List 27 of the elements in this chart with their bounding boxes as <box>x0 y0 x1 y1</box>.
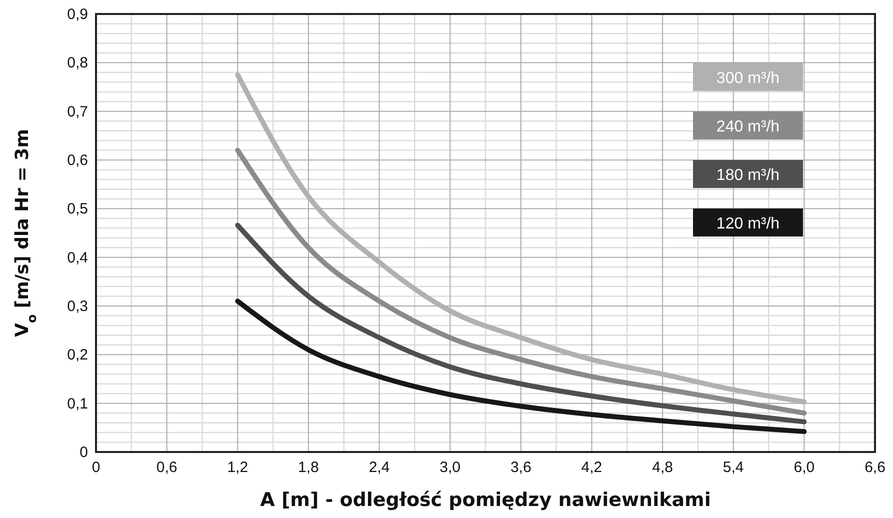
y-tick-label: 0,2 <box>67 346 88 364</box>
text: 300 m³/h <box>716 70 780 87</box>
x-axis-title: A [m] - odległość pomiędzy nawiewnikami <box>260 489 711 511</box>
y-tick-label: 0,3 <box>67 298 88 315</box>
y-tick-label: 0,8 <box>67 54 88 72</box>
x-tick-label: 4,8 <box>652 459 673 476</box>
x-tick-label: 2,4 <box>368 459 390 476</box>
text: 180 m³/h <box>716 167 780 184</box>
text: 240 m³/h <box>716 118 780 136</box>
text: 120 m³/h <box>716 216 780 232</box>
x-tick-label: 4,2 <box>581 459 602 476</box>
x-tick-label: 0,6 <box>156 459 178 476</box>
y-tick-label: 0,5 <box>67 200 88 218</box>
y-tick-label: 0 <box>80 444 88 461</box>
x-tick-label: 0 <box>92 459 100 476</box>
x-tick-label: 3,0 <box>440 459 461 476</box>
y-tick-label: 0,1 <box>67 395 88 412</box>
x-tick-label: 1,8 <box>298 459 319 476</box>
x-tick-label: 6,0 <box>794 459 815 476</box>
x-tick-label: 3,6 <box>510 459 532 476</box>
x-tick-label: 6,6 <box>864 459 886 476</box>
y-tick-label: 0,6 <box>67 152 88 169</box>
x-tick-label: 5,4 <box>722 459 744 476</box>
y-tick-label: 0,4 <box>67 249 88 266</box>
x-tick-label: 1,2 <box>227 459 248 476</box>
y-tick-label: 0,7 <box>67 103 88 120</box>
y-tick-label: 0,9 <box>67 6 88 23</box>
